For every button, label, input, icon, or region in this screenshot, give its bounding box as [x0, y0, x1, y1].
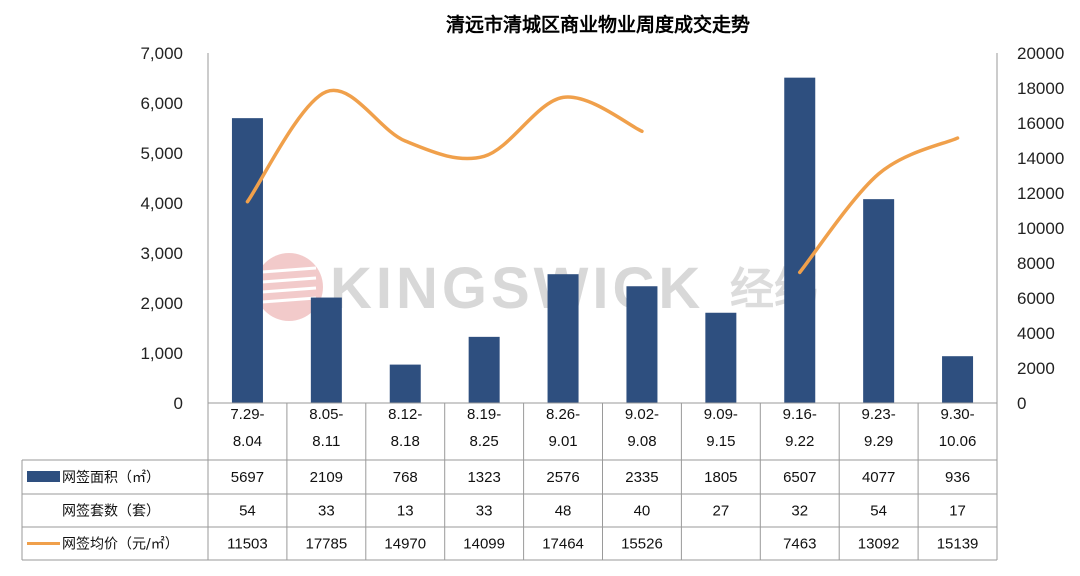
bar [547, 274, 579, 403]
table-cell-value: 13092 [858, 536, 900, 553]
category-label: 9.30- [940, 406, 974, 423]
watermark-logo-icon [255, 253, 323, 321]
bar [863, 199, 895, 403]
category-label: 9.23- [862, 406, 896, 423]
table-cell-value: 14970 [384, 536, 426, 553]
table-cell-value: 1323 [467, 469, 500, 486]
table-cell-value: 936 [945, 469, 970, 486]
legend-key-bar [27, 471, 60, 482]
table-cell-value: 14099 [463, 536, 505, 553]
table-cell-value: 33 [476, 503, 493, 520]
bar [784, 77, 816, 404]
watermark-stripe [261, 286, 317, 294]
bar [389, 364, 421, 403]
bar [468, 336, 500, 403]
left-axis-tick-label: 4,000 [140, 194, 183, 213]
right-axis-tick-label: 8000 [1017, 254, 1055, 273]
category-label: 9.02- [625, 406, 659, 423]
row-label: 网签面积（㎡） [62, 469, 160, 486]
bar [231, 118, 263, 404]
bar [705, 312, 737, 403]
table-cell-value: 2109 [310, 469, 343, 486]
row-label: 网签套数（套） [62, 503, 160, 520]
category-label: 9.22 [785, 433, 814, 450]
table-cell-value: 11503 [227, 536, 268, 553]
table-cell-value: 4077 [862, 469, 895, 486]
category-label: 9.16- [783, 406, 817, 423]
table-cell-value: 13 [397, 503, 414, 520]
category-label: 9.29 [864, 433, 893, 450]
category-label: 8.26- [546, 406, 580, 423]
table-cell-value: 7463 [783, 536, 816, 553]
table-cell-value: 5697 [231, 469, 264, 486]
left-axis-tick-label: 7,000 [140, 44, 183, 63]
right-axis-tick-label: 6000 [1017, 289, 1055, 308]
right-axis-tick-label: 20000 [1017, 44, 1064, 63]
category-label: 9.09- [704, 406, 738, 423]
right-axis-tick-label: 14000 [1017, 149, 1064, 168]
category-label: 8.05- [309, 406, 343, 423]
table-cell-value: 54 [239, 503, 256, 520]
left-axis-tick-label: 0 [174, 394, 183, 413]
right-axis-tick-label: 12000 [1017, 184, 1064, 203]
table-cell-value: 2576 [546, 469, 579, 486]
data-table: 7.29- 8.04 8.05- 8.11 8.12- 8.18 8.19- 8.25 8.26… [21, 402, 997, 561]
table-cell-value: 17785 [305, 536, 347, 553]
table-cell-value: 2335 [625, 469, 658, 486]
price-line-segment [798, 136, 960, 275]
category-label: 8.12- [388, 406, 422, 423]
table-cell-value: 1805 [704, 469, 737, 486]
table-cell-value: 40 [634, 503, 651, 520]
left-axis-tick-label: 6,000 [140, 94, 183, 113]
right-axis-tick-label: 0 [1017, 394, 1026, 413]
row-label: 网签均价（元/㎡） [62, 536, 179, 553]
bar [626, 286, 658, 403]
table-cell-value: 15526 [621, 536, 663, 553]
bar [942, 356, 974, 403]
watermark-stripe [261, 266, 317, 274]
table-cell-value: 6507 [783, 469, 816, 486]
table-cell-value: 27 [713, 503, 730, 520]
left-axis-tick-label: 2,000 [140, 294, 183, 313]
price-line [245, 88, 960, 275]
right-axis-tick-label: 18000 [1017, 79, 1064, 98]
table-cell-value: 768 [393, 469, 418, 486]
category-label: 10.06 [939, 433, 977, 450]
right-axis-tick-label: 4000 [1017, 324, 1055, 343]
category-label: 8.04 [233, 433, 262, 450]
watermark-stripe [261, 296, 317, 304]
bars [231, 77, 974, 404]
left-axis-tick-label: 3,000 [140, 244, 183, 263]
category-label: 9.01 [548, 433, 577, 450]
category-label: 9.08 [627, 433, 656, 450]
category-label: 8.19- [467, 406, 501, 423]
table-cell-value: 32 [791, 503, 808, 520]
table-cell-value: 54 [870, 503, 887, 520]
category-label: 8.11 [312, 433, 340, 450]
table-cell-value: 17464 [542, 536, 584, 553]
left-axis-tick-label: 5,000 [140, 144, 183, 163]
axes: 0 1,000 2,000 3,000 4,000 5,000 6,000 7,000 0 200… [140, 44, 1064, 560]
table-cell-value: 15139 [937, 536, 979, 553]
category-label: 9.15 [706, 433, 735, 450]
category-label: 8.18 [391, 433, 420, 450]
watermark-stripe [261, 276, 317, 284]
chart-title: 清远市清城区商业物业周度成交走势 [446, 13, 750, 36]
category-label: 7.29- [230, 406, 264, 423]
table-cell-value: 17 [949, 503, 966, 520]
category-label: 8.25 [470, 433, 499, 450]
table-cell-value: 48 [555, 503, 572, 520]
right-axis-tick-label: 2000 [1017, 359, 1055, 378]
bar [310, 297, 342, 403]
left-axis-tick-label: 1,000 [140, 344, 183, 363]
table-cell-value: 33 [318, 503, 335, 520]
price-line-segment [245, 88, 644, 204]
right-axis-tick-label: 16000 [1017, 114, 1064, 133]
right-axis-tick-label: 10000 [1017, 219, 1064, 238]
